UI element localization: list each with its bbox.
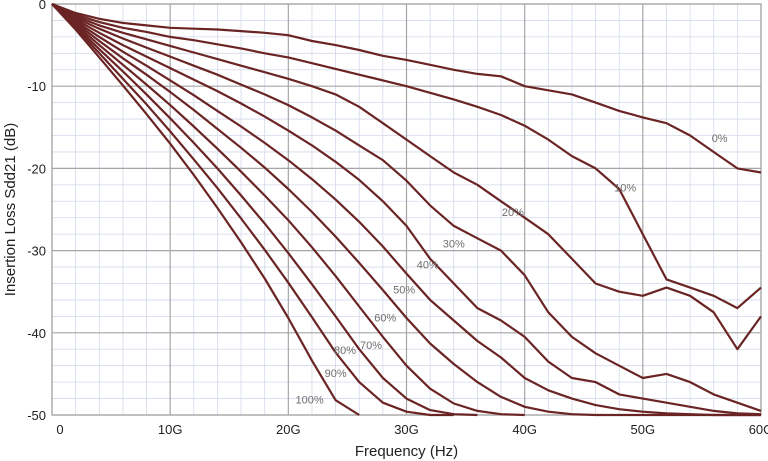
series-line-80pct (51, 3, 478, 417)
series-label-40pct: 40% (417, 260, 439, 272)
y-tick-label: -10 (27, 79, 46, 94)
y-tick-label: 0 (39, 0, 46, 12)
series-label-60pct: 60% (374, 312, 396, 324)
series-label-100pct: 100% (296, 394, 324, 406)
x-tick-labels: 0 10G 20G 30G 40G 50G 60G (56, 422, 768, 437)
y-tick-label: -50 (27, 408, 46, 423)
series-label-0pct: 0% (712, 133, 728, 145)
series-line-60pct (51, 3, 761, 417)
series-label-50pct: 50% (393, 284, 415, 296)
y-tick-label: -40 (27, 326, 46, 341)
data-series (51, 2, 762, 417)
y-tick-label: -30 (27, 244, 46, 259)
series-label-70pct: 70% (360, 340, 382, 352)
series-line-90pct (51, 3, 454, 417)
series-labels: 0% 10% 20% 30% 40%50% 60% 70% 80% 90% 100% (296, 133, 728, 406)
series-line-0pct (51, 2, 762, 174)
major-gridlines (51, 3, 762, 416)
series-line-10pct (51, 2, 762, 310)
x-tick-label: 0 (56, 422, 63, 437)
series-line-20pct (51, 3, 762, 351)
series-line-30pct (51, 3, 762, 412)
y-tick-label: -20 (27, 161, 46, 176)
x-tick-label: 60G (749, 422, 768, 437)
series-label-30pct: 30% (443, 238, 465, 250)
x-axis-title: Frequency (Hz) (355, 443, 458, 460)
series-line-100pct (51, 3, 360, 416)
series-label-20pct: 20% (502, 207, 524, 219)
x-tick-label: 40G (512, 422, 537, 437)
series-line-50pct (51, 3, 761, 417)
x-tick-label: 20G (276, 422, 301, 437)
x-tick-label: 10G (158, 422, 183, 437)
x-tick-label: 30G (394, 422, 419, 437)
series-line-70pct (51, 3, 525, 417)
series-line-40pct (51, 3, 762, 416)
y-axis-title: Insertion Loss Sdd21 (dB) (2, 123, 19, 296)
x-tick-label: 50G (631, 422, 656, 437)
series-label-80pct: 80% (334, 345, 356, 357)
y-tick-labels: 0 -10 -20 -30 -40 -50 (27, 0, 46, 423)
plot-frame (51, 3, 762, 416)
series-label-10pct: 10% (614, 182, 636, 194)
series-label-90pct: 90% (325, 368, 347, 380)
